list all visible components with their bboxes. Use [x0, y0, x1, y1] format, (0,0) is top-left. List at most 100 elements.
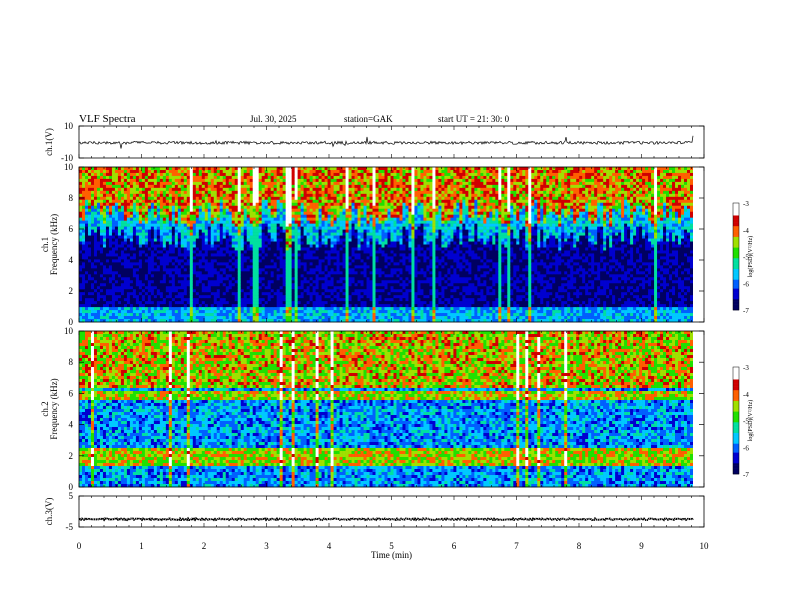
x-axis-label: Time (min) — [371, 550, 412, 560]
x-tick-label: 10 — [700, 541, 710, 551]
ch2-spectrogram-colorbar-cell — [733, 404, 739, 406]
ch2-spectrogram-ytick-label: 10 — [64, 326, 74, 336]
ch1-spectrogram-colorbar-label: log(PSD)(V²/Hz) — [747, 236, 754, 277]
ch2-spectrogram-colorbar-cell — [733, 442, 739, 444]
ch1-spectrogram-colorbar-cell — [733, 226, 739, 228]
ch2-spectrogram-colorbar-cell — [733, 376, 739, 378]
ch2-spectrogram-colorbar-cell — [733, 463, 739, 465]
ch2-spectrogram-colorbar-cell — [733, 429, 739, 431]
ch2-spectrogram-colorbar-cell — [733, 451, 739, 453]
ch2-spectrogram-colorbar-cell — [733, 403, 739, 405]
ch2-spectrogram-colorbar-cell — [733, 399, 739, 401]
ch1-spectrogram-colorbar-cell — [733, 242, 739, 244]
ch2-spectrogram-ytick-label: 6 — [69, 388, 74, 398]
ch2-spectrogram-colorbar-cell — [733, 379, 739, 381]
ch2-spectrogram-colorbar-cell — [733, 415, 739, 417]
ch2-spectrogram-colorbar-cell — [733, 453, 739, 455]
ch1-spectrogram-colorbar-cell — [733, 249, 739, 251]
ch1-spectrogram-colorbar-cell — [733, 253, 739, 255]
ch2-spectrogram-colorbar-cell — [733, 396, 739, 398]
ch1-spectrogram-colorbar-cell — [733, 292, 739, 294]
ch1-spectrogram-colorbar-cell — [733, 265, 739, 267]
ch2-spectrogram-colorbar-cell — [733, 462, 739, 464]
ch1-waveform-trace — [79, 136, 693, 149]
ch2-spectrogram-colorbar-cell — [733, 470, 739, 472]
ch2-spectrogram-colorbar-cell — [733, 394, 739, 396]
ch2-spectrogram-colorbar-cell — [733, 465, 739, 467]
ch2-spectrogram-colorbar-cell — [733, 438, 739, 440]
ch2-spectrogram-ytick-label: 2 — [69, 451, 74, 461]
x-tick-label: 4 — [327, 541, 332, 551]
ch3-waveform-ylabel: ch.3(V) — [44, 498, 54, 526]
ch1-spectrogram-ytick-label: 10 — [64, 162, 74, 172]
ch3-waveform-ytick-label: -5 — [66, 522, 74, 532]
ch2-spectrogram-colorbar-cell — [733, 421, 739, 423]
ch1-spectrogram-colorbar-cell — [733, 251, 739, 253]
ch2-spectrogram-colorbar-cell — [733, 458, 739, 460]
ch1-spectrogram-ytick-label: 4 — [69, 255, 74, 265]
ch1-spectrogram-colorbar-cell — [733, 289, 739, 291]
ch2-spectrogram-colorbar-cell — [733, 437, 739, 439]
ch2-spectrogram-colorbar-cell — [733, 449, 739, 451]
ch2-spectrogram-colorbar-cell — [733, 433, 739, 435]
ch1-spectrogram-colorbar-cell — [733, 276, 739, 278]
ch2-spectrogram-colorbar-cell — [733, 385, 739, 387]
ch2-spectrogram-colorbar-cell — [733, 426, 739, 428]
x-tick-label: 9 — [639, 541, 644, 551]
ch1-spectrogram-colorbar-cell — [733, 264, 739, 266]
ch1-spectrogram-colorbar-cell — [733, 257, 739, 259]
ch2-spectrogram-colorbar-cell — [733, 413, 739, 415]
ch2-spectrogram-colorbar-cell — [733, 383, 739, 385]
ch1-spectrogram-ytick-label: 2 — [69, 286, 74, 296]
ch1-spectrogram-colorbar-cell — [733, 235, 739, 237]
ch1-spectrogram-colorbar-cell — [733, 214, 739, 216]
ch2-spectrogram-colorbar-cell — [733, 387, 739, 389]
ch1-spectrogram-image — [79, 167, 704, 322]
ch2-spectrogram-colorbar-cell — [733, 456, 739, 458]
ch1-spectrogram-colorbar-cell — [733, 299, 739, 301]
ch2-spectrogram-colorbar-cell — [733, 431, 739, 433]
ch2-spectrogram-image — [79, 331, 704, 487]
ch2-spectrogram-colorbar-cell — [733, 447, 739, 449]
ch1-spectrogram-colorbar-cell — [733, 287, 739, 289]
ch2-spectrogram-colorbar-cell — [733, 374, 739, 376]
ch1-spectrogram-colorbar-cell — [733, 269, 739, 271]
ch1-spectrogram-colorbar-cell — [733, 280, 739, 282]
x-tick-label: 3 — [264, 541, 269, 551]
ch2-spectrogram-colorbar-cell — [733, 381, 739, 383]
ch2-spectrogram-colorbar-label: log(PSD)(V²/Hz) — [747, 400, 754, 441]
ch1-spectrogram-colorbar-cell — [733, 301, 739, 303]
ch1-spectrogram-colorbar-cell — [733, 208, 739, 210]
ch2-spectrogram-colorbar-cell — [733, 454, 739, 456]
ch2-spectrogram-colorbar-cell — [733, 469, 739, 471]
ch1-spectrogram-colorbar-cell — [733, 219, 739, 221]
ch1-spectrogram-colorbar-cell — [733, 239, 739, 241]
ch2-spectrogram-colorbar-cell — [733, 406, 739, 408]
ch2-spectrogram-ytick-label: 8 — [69, 357, 74, 367]
ch3-waveform-frame — [79, 496, 704, 527]
ch1-spectrogram-colorbar-tick: -7 — [743, 307, 749, 315]
ch1-spectrogram-colorbar-cell — [733, 274, 739, 276]
ch1-spectrogram-ylabel: Frequency (kHz) — [49, 214, 59, 275]
ch1-spectrogram-colorbar-cell — [733, 221, 739, 223]
ch2-spectrogram-ylabel: Frequency (kHz) — [49, 378, 59, 439]
ch1-spectrogram-colorbar-cell — [733, 285, 739, 287]
ch2-spectrogram-colorbar-cell — [733, 397, 739, 399]
ch1-spectrogram-colorbar-cell — [733, 283, 739, 285]
ch1-spectrogram-colorbar-cell — [733, 305, 739, 307]
ch1-spectrogram-colorbar-cell — [733, 255, 739, 257]
ch1-spectrogram-colorbar-cell — [733, 212, 739, 214]
ch1-spectrogram-colorbar-cell — [733, 224, 739, 226]
ch2-spectrogram-colorbar-cell — [733, 367, 739, 369]
ch1-spectrogram-colorbar-cell — [733, 244, 739, 246]
ch1-spectrogram-colorbar-cell — [733, 246, 739, 248]
x-tick-label: 2 — [202, 541, 207, 551]
ch1-spectrogram-colorbar-cell — [733, 258, 739, 260]
ch1-spectrogram-colorbar-cell — [733, 207, 739, 209]
ch1-waveform-ytick-label: 10 — [64, 121, 74, 131]
ch1-spectrogram-colorbar-cell — [733, 237, 739, 239]
ch2-spectrogram-colorbar-cell — [733, 412, 739, 414]
ch2-spectrogram-colorbar-tick: -7 — [743, 471, 749, 479]
ch1-spectrogram-colorbar-cell — [733, 203, 739, 205]
vlf-spectra-plot: 10-10ch.1(V)0246810ch.1 Frequency (kHz)-3… — [0, 0, 792, 612]
